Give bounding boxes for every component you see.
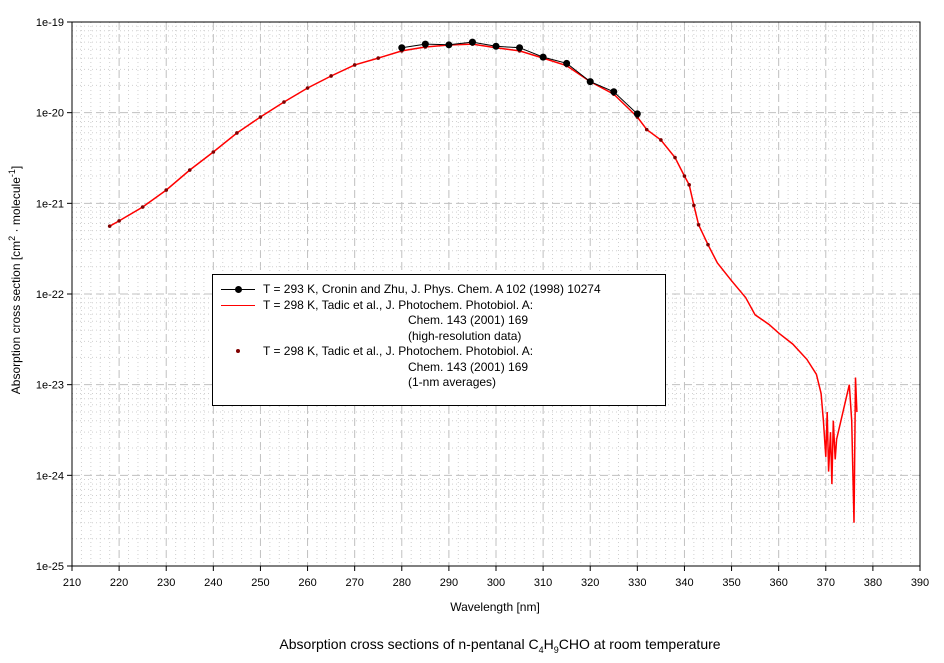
x-tick-label: 270 — [345, 577, 363, 589]
y-tick-label: 1e-24 — [36, 470, 64, 482]
legend-label-cont: (1-nm averages) — [408, 375, 497, 389]
legend-red-line — [221, 304, 255, 306]
legend-line-circle-marker — [221, 286, 255, 293]
data-point-tadic-avg — [329, 74, 333, 78]
x-tick-label: 290 — [440, 577, 458, 589]
data-point-cronin — [563, 59, 571, 67]
legend-label-cont: (high-resolution data) — [408, 328, 522, 343]
legend-label-cont: Chem. 143 (2001) 169 — [408, 313, 529, 327]
x-tick-label: 260 — [298, 577, 316, 589]
y-tick-label: 1e-20 — [36, 108, 64, 120]
x-axis-label: Wavelength [nm] — [450, 600, 540, 614]
series-line-1 — [109, 43, 858, 523]
data-point-tadic-avg — [706, 242, 710, 247]
y-tick-label: 1e-19 — [36, 17, 64, 29]
data-point-tadic-avg — [644, 127, 649, 132]
data-point-tadic-avg — [235, 131, 239, 135]
legend-label: T = 298 K, Tadic et al., J. Photochem. P… — [263, 297, 534, 312]
data-point-tadic-avg — [164, 188, 169, 192]
data-point-tadic-avg — [352, 63, 357, 67]
x-tick-label: 350 — [722, 577, 740, 589]
data-point-tadic-avg — [376, 56, 381, 60]
y-tick-label: 1e-25 — [36, 561, 64, 573]
data-point-cronin — [421, 40, 429, 48]
axes: 210 220 230 240 250 260 270 280 290 300 310 320 330 3… — [36, 17, 929, 589]
data-point-cronin — [398, 44, 406, 52]
legend-dot-marker — [221, 349, 255, 353]
data-point-cronin — [633, 110, 641, 118]
y-axis-label: Absorption cross section [cm2 · molecule… — [7, 165, 23, 395]
y-tick-label: 1e-21 — [36, 198, 64, 210]
data-point-tadic-avg — [258, 115, 263, 119]
x-tick-label: 210 — [63, 577, 81, 589]
data-point-tadic-avg — [187, 168, 192, 172]
data-point-cronin — [586, 78, 594, 86]
y-tick-label: 1e-22 — [36, 289, 64, 301]
data-point-tadic-avg — [282, 100, 286, 104]
x-tick-label: 340 — [675, 577, 693, 589]
data-point-tadic-avg — [107, 224, 112, 228]
chart-caption: Absorption cross sections of n-pentanal … — [279, 636, 721, 655]
x-tick-label: 360 — [769, 577, 787, 589]
data-point-tadic-avg — [140, 205, 145, 209]
data-point-tadic-avg — [696, 222, 701, 227]
data-point-tadic-avg — [687, 183, 691, 187]
data-point-tadic-avg — [659, 138, 663, 142]
legend-entry-tadic-avg: T = 298 K, Tadic et al., J. Photochem. P… — [213, 344, 665, 360]
data-point-tadic-avg — [211, 150, 216, 154]
series-line-0 — [401, 41, 638, 115]
data-point-cronin — [610, 88, 618, 96]
x-tick-label: 370 — [817, 577, 835, 589]
legend-entry-tadic-highres: T = 298 K, Tadic et al., J. Photochem. P… — [213, 298, 665, 314]
x-tick-label: 320 — [581, 577, 599, 589]
legend-label: T = 298 K, Tadic et al., J. Photochem. P… — [263, 344, 534, 358]
y-tick-label: 1e-23 — [36, 380, 64, 392]
legend-entry-cronin: T = 293 K, Cronin and Zhu, J. Phys. Chem… — [213, 282, 665, 298]
legend-label-cont: Chem. 143 (2001) 169 — [408, 359, 529, 374]
data-point-tadic-avg — [692, 203, 696, 208]
x-tick-label: 220 — [110, 577, 128, 589]
x-tick-label: 280 — [393, 577, 411, 589]
data-point-cronin — [492, 42, 500, 50]
x-tick-label: 300 — [487, 577, 505, 589]
data-point-tadic-avg — [117, 219, 121, 223]
data-point-cronin — [539, 53, 547, 61]
legend-label: T = 293 K, Cronin and Zhu, J. Phys. Chem… — [263, 282, 601, 296]
x-tick-label: 330 — [628, 577, 646, 589]
data-point-tadic-avg — [673, 155, 677, 160]
x-tick-label: 240 — [204, 577, 222, 589]
x-tick-label: 310 — [534, 577, 552, 589]
data-point-cronin — [445, 41, 453, 49]
data-point-cronin — [516, 44, 524, 52]
x-tick-label: 390 — [911, 577, 929, 589]
x-tick-label: 250 — [251, 577, 269, 589]
x-tick-label: 380 — [864, 577, 882, 589]
data-point-tadic-avg — [305, 86, 310, 90]
data-point-cronin — [468, 38, 476, 46]
data-point-tadic-avg — [682, 174, 687, 178]
legend: T = 293 K, Cronin and Zhu, J. Phys. Chem… — [212, 274, 666, 406]
series-layer — [107, 38, 858, 523]
x-tick-label: 230 — [157, 577, 175, 589]
